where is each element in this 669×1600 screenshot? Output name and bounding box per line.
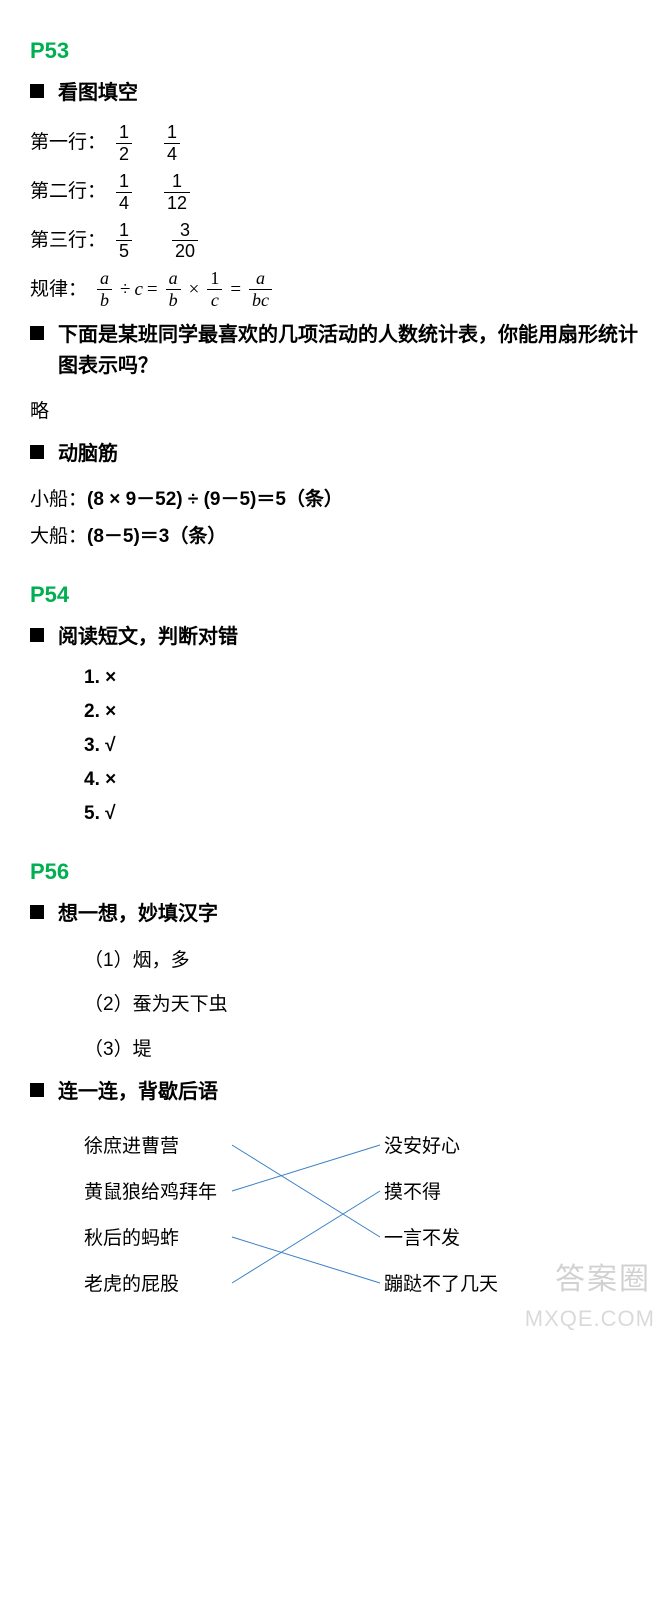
frac-den: 20 [172,242,198,261]
page-header-p54: P54 [30,582,639,608]
section-title: 看图填空 [30,78,639,109]
section-title: 阅读短文，判断对错 [30,622,639,653]
boat-label: 大船： [30,526,87,547]
tf-item: 3. √ [84,735,639,757]
op-eq: = [147,273,158,307]
row-label: 规律： [30,273,87,307]
match-left-item: 老虎的屁股 [84,1260,217,1306]
section-brain: 动脑筋 小船：(8 × 9－52) ÷ (9－5)＝5（条） 大船：(8－5)＝… [30,439,639,548]
frac-num: 1 [116,221,132,240]
section-fill-hanzi: 想一想，妙填汉字 （1）烟，多 （2）蚕为天下虫 （3）堤 [30,899,639,1067]
row-rule: 规律： ab ÷ c = ab × 1c = abc [30,269,639,310]
frac-den: bc [249,291,272,310]
fraction: ab [166,269,181,310]
section-fill-blank: 看图填空 第一行： 12 14 第二行： 14 112 第三行： 15 320 … [30,78,639,310]
fraction: a bc [249,269,272,310]
fraction: 15 [116,221,132,262]
bullet-icon [30,905,44,919]
omitted-text: 略 [30,396,639,423]
op-div: ÷ [120,273,130,307]
section-title: 下面是某班同学最喜欢的几项活动的人数统计表，你能用扇形统计图表示吗？ [30,320,639,382]
match-right-item: 蹦跶不了几天 [384,1260,498,1306]
row-label: 第二行： [30,175,106,209]
tf-item: 5. √ [84,803,639,825]
watermark-text: 答案圈 [555,1254,651,1298]
section-title-text: 动脑筋 [58,439,639,470]
formula: ab ÷ c = ab × 1c = abc [93,269,276,310]
frac-num: a [166,269,181,288]
tf-item: 1. × [84,667,639,689]
boat-expr: (8 × 9－52) ÷ (9－5)＝5（条） [87,489,343,510]
section-pie-chart: 下面是某班同学最喜欢的几项活动的人数统计表，你能用扇形统计图表示吗？ 略 [30,320,639,423]
match-left-col: 徐庶进曹营 黄鼠狼给鸡拜年 秋后的蚂蚱 老虎的屁股 [84,1122,217,1306]
frac-den: b [166,291,181,310]
tf-item: 4. × [84,769,639,791]
row-2: 第二行： 14 112 [30,172,639,213]
frac-den: 5 [116,242,132,261]
row-label: 第一行： [30,126,106,160]
frac-den: 12 [164,194,190,213]
page-header-p56: P56 [30,859,639,885]
hanzi-item: （2）蚕为天下虫 [84,988,639,1022]
page-header-p53: P53 [30,38,639,64]
boat-label: 小船： [30,489,87,510]
section-title-text: 下面是某班同学最喜欢的几项活动的人数统计表，你能用扇形统计图表示吗？ [58,320,639,382]
var-c: c [134,273,142,307]
match-right-item: 一言不发 [384,1214,498,1260]
fraction: 14 [164,123,180,164]
op-times: × [189,273,200,307]
row-1: 第一行： 12 14 [30,123,639,164]
fraction: 12 [116,123,132,164]
bullet-icon [30,445,44,459]
frac-den: 4 [164,145,180,164]
fraction: 112 [164,172,190,213]
frac-num: 3 [177,221,193,240]
frac-num: a [97,269,112,288]
section-title: 想一想，妙填汉字 [30,899,639,930]
frac-num: 1 [207,269,222,288]
row-3: 第三行： 15 320 [30,221,639,262]
frac-den: 2 [116,145,132,164]
section-title-text: 连一连，背歇后语 [58,1077,639,1108]
frac-num: 1 [116,123,132,142]
bullet-icon [30,326,44,340]
bullet-icon [30,628,44,642]
match-right-item: 没安好心 [384,1122,498,1168]
section-title-text: 看图填空 [58,78,639,109]
bullet-icon [30,1083,44,1097]
section-title: 动脑筋 [30,439,639,470]
row-label: 第三行： [30,224,106,258]
boat-expr: (8－5)＝3（条） [87,526,226,547]
small-boat-line: 小船：(8 × 9－52) ÷ (9－5)＝5（条） [30,484,639,511]
fraction: ab [97,269,112,310]
fraction: 1c [207,269,222,310]
section-title-text: 阅读短文，判断对错 [58,622,639,653]
match-left-item: 徐庶进曹营 [84,1122,217,1168]
frac-den: b [97,291,112,310]
tf-item: 2. × [84,701,639,723]
frac-num: 1 [116,172,132,191]
frac-num: 1 [164,123,180,142]
hanzi-item: （1）烟，多 [84,944,639,978]
match-right-item: 摸不得 [384,1168,498,1214]
fraction: 320 [172,221,198,262]
frac-num: a [253,269,268,288]
section-tf: 阅读短文，判断对错 1. × 2. × 3. √ 4. × 5. √ [30,622,639,825]
match-left-item: 秋后的蚂蚱 [84,1214,217,1260]
section-title-text: 想一想，妙填汉字 [58,899,639,930]
match-box: 徐庶进曹营 黄鼠狼给鸡拜年 秋后的蚂蚱 老虎的屁股 没安好心 摸不得 一言不发 … [84,1122,584,1312]
bullet-icon [30,84,44,98]
section-title: 连一连，背歇后语 [30,1077,639,1108]
match-left-item: 黄鼠狼给鸡拜年 [84,1168,217,1214]
op-eq: = [230,273,241,307]
watermark-url: MXQE.COM [525,1306,655,1332]
hanzi-item: （3）堤 [84,1033,639,1067]
frac-den: 4 [116,194,132,213]
match-right-col: 没安好心 摸不得 一言不发 蹦跶不了几天 [384,1122,498,1306]
big-boat-line: 大船：(8－5)＝3（条） [30,521,639,548]
section-match: 连一连，背歇后语 徐庶进曹营 黄鼠狼给鸡拜年 秋后的蚂蚱 老虎的屁股 没安好心 … [30,1077,639,1312]
frac-num: 1 [169,172,185,191]
fraction: 14 [116,172,132,213]
frac-den: c [208,291,222,310]
